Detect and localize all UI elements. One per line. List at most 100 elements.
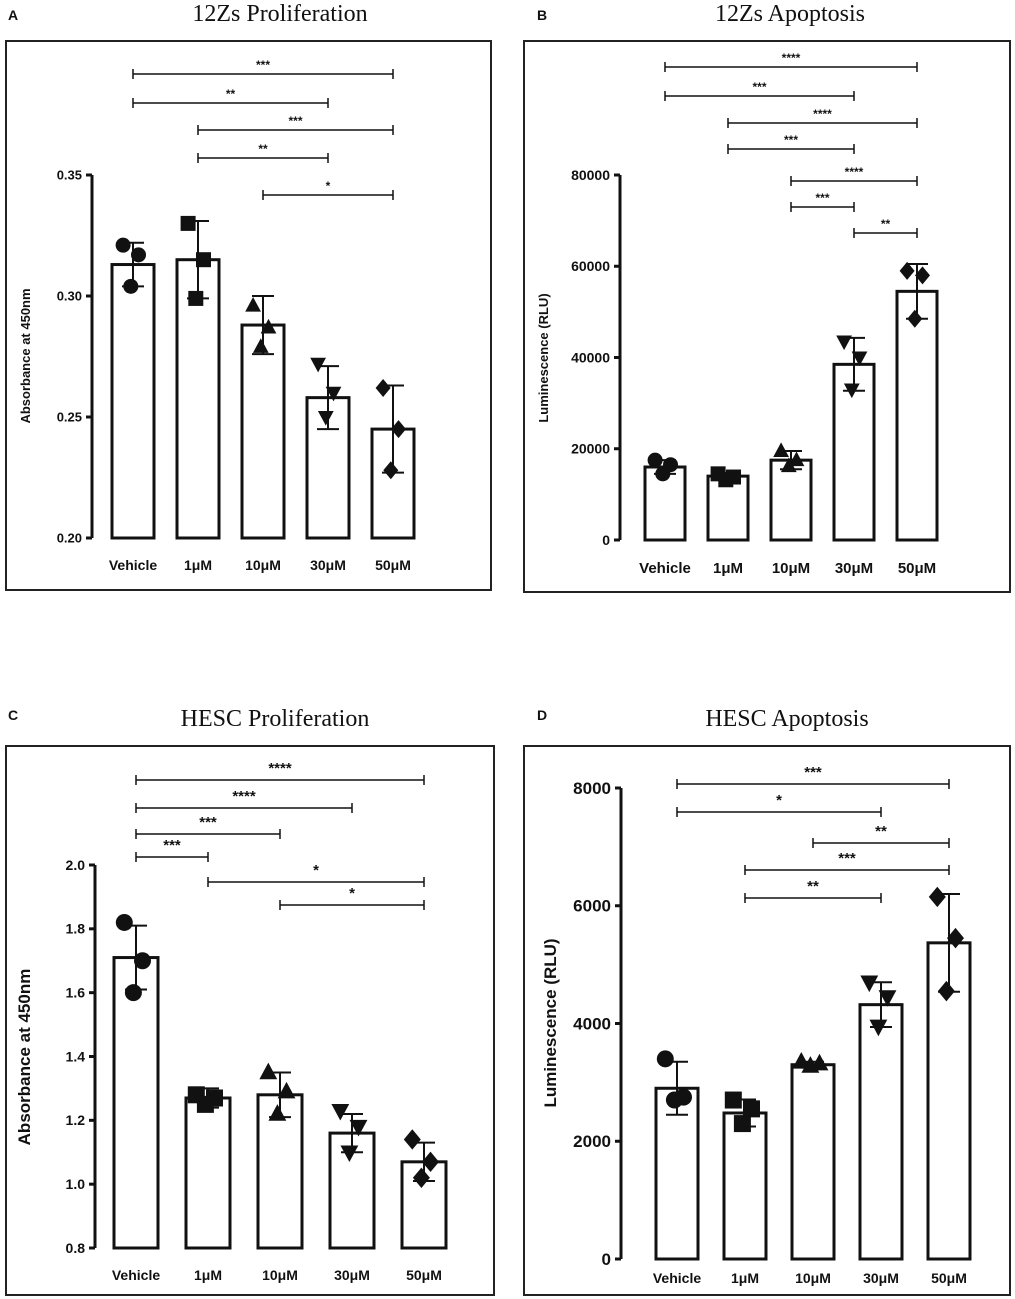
y-tick-label: 80000 bbox=[571, 167, 610, 183]
y-tick-label: 2000 bbox=[573, 1132, 611, 1151]
significance-label: **** bbox=[268, 760, 292, 777]
y-tick-label: 0.8 bbox=[66, 1240, 86, 1256]
data-point bbox=[260, 318, 277, 334]
panel-a-title: 12Zs Proliferation bbox=[192, 1, 368, 27]
y-tick-label: 1.0 bbox=[66, 1176, 86, 1192]
data-point bbox=[268, 1104, 287, 1121]
data-point bbox=[928, 886, 946, 908]
significance-label: *** bbox=[163, 837, 181, 854]
data-point bbox=[836, 335, 852, 351]
x-tick-label: 10μM bbox=[245, 557, 281, 573]
y-axis-label: Luminescence (RLU) bbox=[541, 938, 560, 1107]
data-point bbox=[792, 1051, 811, 1069]
significance-label: *** bbox=[804, 764, 822, 781]
data-point bbox=[325, 386, 342, 402]
bar bbox=[769, 458, 813, 542]
y-tick-label: 40000 bbox=[571, 349, 610, 365]
significance-label: *** bbox=[288, 114, 302, 128]
data-point bbox=[655, 466, 671, 482]
x-tick-label: Vehicle bbox=[112, 1267, 160, 1283]
y-tick-label: 1.4 bbox=[66, 1048, 86, 1064]
significance-label: *** bbox=[256, 58, 270, 72]
y-tick-label: 0 bbox=[602, 1250, 611, 1269]
significance-label: **** bbox=[813, 107, 832, 121]
data-point bbox=[115, 237, 131, 253]
significance-label: *** bbox=[838, 850, 856, 867]
data-point bbox=[131, 247, 146, 263]
y-axis-label: Luminescence (RLU) bbox=[536, 293, 551, 422]
bar bbox=[790, 1063, 836, 1261]
y-tick-label: 1.8 bbox=[66, 921, 86, 937]
data-point bbox=[899, 261, 915, 280]
bar bbox=[112, 956, 160, 1250]
y-tick-label: 6000 bbox=[573, 897, 611, 916]
panel-a-letter: A bbox=[8, 7, 19, 23]
x-tick-label: 10μM bbox=[262, 1267, 298, 1283]
y-tick-label: 2.0 bbox=[66, 857, 86, 873]
x-tick-label: 10μM bbox=[772, 560, 810, 577]
x-tick-label: 1μM bbox=[731, 1270, 759, 1286]
data-point bbox=[878, 990, 897, 1007]
x-tick-label: 10μM bbox=[795, 1270, 831, 1286]
x-tick-label: Vehicle bbox=[109, 557, 157, 573]
data-point bbox=[123, 278, 139, 294]
x-tick-label: 50μM bbox=[406, 1267, 442, 1283]
data-point bbox=[422, 1151, 439, 1173]
data-point bbox=[656, 1050, 674, 1068]
x-tick-label: 30μM bbox=[334, 1267, 370, 1283]
data-point bbox=[317, 411, 334, 426]
y-tick-label: 0.35 bbox=[57, 168, 82, 183]
data-point bbox=[647, 452, 663, 468]
data-point bbox=[915, 266, 930, 285]
data-point bbox=[843, 383, 860, 399]
data-point bbox=[665, 1091, 683, 1109]
y-tick-label: 4000 bbox=[573, 1014, 611, 1033]
data-point bbox=[937, 980, 955, 1002]
data-point bbox=[375, 378, 391, 397]
data-point bbox=[733, 1115, 751, 1133]
significance-label: * bbox=[776, 792, 782, 809]
panel-d-letter: D bbox=[537, 707, 548, 723]
data-point bbox=[947, 927, 964, 949]
data-point bbox=[188, 290, 204, 306]
data-point bbox=[773, 442, 789, 458]
data-point bbox=[391, 420, 406, 439]
significance-label: ** bbox=[807, 878, 819, 895]
significance-label: *** bbox=[815, 191, 829, 205]
significance-label: * bbox=[326, 179, 331, 193]
data-point bbox=[860, 975, 879, 993]
significance-label: *** bbox=[784, 133, 798, 147]
bar bbox=[858, 1003, 904, 1261]
y-tick-label: 1.2 bbox=[66, 1112, 86, 1128]
data-point bbox=[180, 215, 196, 231]
data-point bbox=[412, 1167, 430, 1188]
data-point bbox=[851, 351, 868, 367]
data-point bbox=[196, 1095, 214, 1113]
y-tick-label: 20000 bbox=[571, 441, 610, 457]
data-point bbox=[788, 451, 805, 467]
data-point bbox=[259, 1062, 278, 1080]
data-point bbox=[252, 338, 269, 353]
y-tick-label: 0.25 bbox=[57, 410, 82, 425]
panel-c-letter: C bbox=[8, 707, 19, 723]
data-point bbox=[403, 1129, 421, 1150]
data-point bbox=[124, 984, 142, 1002]
data-point bbox=[331, 1103, 350, 1121]
data-point bbox=[724, 1091, 742, 1109]
data-point bbox=[780, 457, 797, 473]
y-tick-label: 0 bbox=[602, 532, 610, 548]
bar bbox=[240, 323, 286, 540]
data-point bbox=[349, 1119, 368, 1137]
x-tick-label: 1μM bbox=[713, 560, 743, 577]
significance-label: ** bbox=[881, 217, 891, 231]
data-point bbox=[743, 1100, 760, 1118]
panel-d-title: HESC Apoptosis bbox=[705, 706, 869, 732]
x-tick-label: 50μM bbox=[375, 557, 411, 573]
significance-label: **** bbox=[845, 165, 864, 179]
data-point bbox=[277, 1081, 296, 1099]
data-point bbox=[115, 913, 133, 931]
panel-b-letter: B bbox=[537, 7, 548, 23]
